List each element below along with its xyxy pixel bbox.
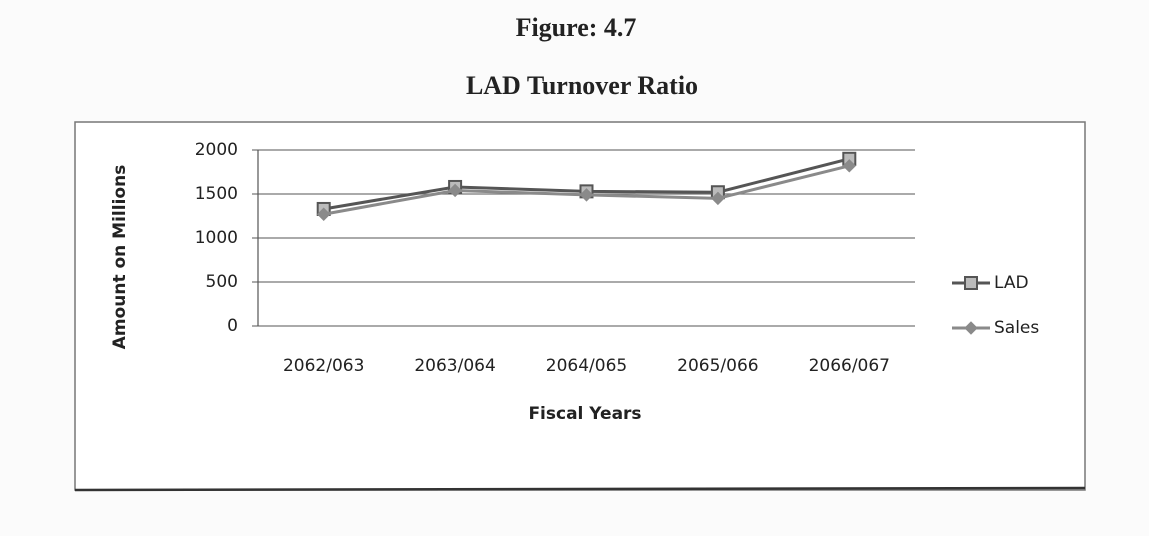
chart-subtitle: LAD Turnover Ratio: [466, 71, 698, 100]
marker: [316, 207, 331, 221]
x-tick-label: 2064/065: [546, 356, 627, 376]
y-tick-label: 0: [227, 316, 238, 336]
y-tick-label: 1000: [195, 228, 238, 248]
legend-marker: [964, 276, 978, 290]
legend-label: LAD: [994, 273, 1029, 293]
x-tick-label: 2062/063: [283, 356, 364, 376]
frame-bottom: [74, 486, 1086, 492]
y-tick-label: 2000: [195, 140, 238, 160]
x-axis-label: Fiscal Years: [528, 404, 641, 424]
y-tick-label: 1500: [195, 184, 238, 204]
x-tick-label: 2063/064: [414, 356, 495, 376]
chart-title: Figure: 4.7: [516, 13, 637, 42]
chart-frame: [74, 121, 1086, 491]
marker: [579, 188, 594, 202]
marker: [842, 159, 857, 173]
y-axis-label: Amount on Millions: [110, 165, 130, 350]
x-tick-label: 2065/066: [677, 356, 758, 376]
legend-label: Sales: [994, 318, 1039, 338]
y-tick-label: 500: [206, 272, 238, 292]
legend-marker: [964, 321, 978, 335]
marker: [711, 191, 725, 206]
x-tick-label: 2066/067: [809, 356, 890, 376]
marker: [448, 183, 462, 198]
